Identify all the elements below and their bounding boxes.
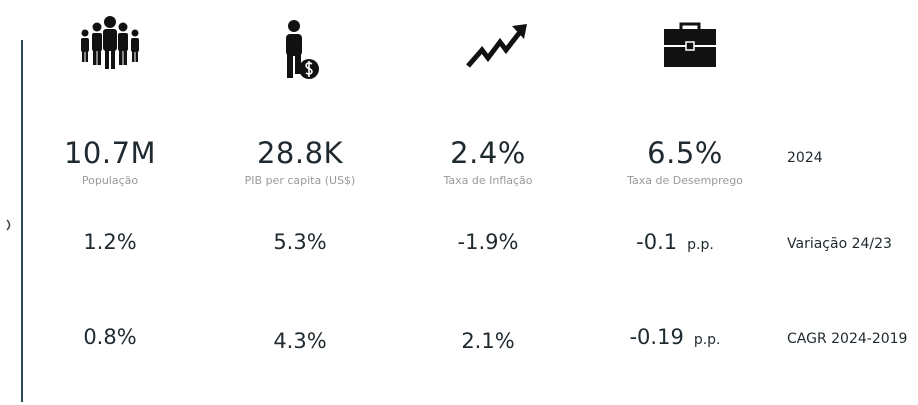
row-value-cell: -0.19 p.p. <box>580 325 770 349</box>
inflation-icon <box>466 24 527 68</box>
row-value: -0.19 <box>629 325 684 349</box>
population-icon <box>81 16 139 69</box>
kpi-value: 2.4% <box>450 136 526 170</box>
row-value: -0.1 <box>636 230 678 254</box>
row-value: 5.3% <box>273 230 327 254</box>
row-value: -1.9% <box>457 230 519 254</box>
row-label: 2024 <box>787 150 823 166</box>
row-label: CAGR 2024-2019 <box>787 331 908 347</box>
kpi-card: 6.5% Taxa de Desemprego <box>590 136 780 187</box>
gdp-icon <box>286 20 319 79</box>
kpi-value: 10.7M <box>63 136 157 170</box>
unit: p.p. <box>693 332 721 348</box>
unemployment-icon <box>664 22 716 67</box>
row-value-cell: -0.1 p.p. <box>580 230 770 254</box>
row-label: Variação 24/23 <box>787 236 892 252</box>
row-value: 4.3% <box>273 329 327 353</box>
row-value: 0.8% <box>83 325 137 349</box>
row-value: 2.1% <box>461 329 515 353</box>
row-value: 1.2% <box>83 230 137 254</box>
kpi-card: 10.7M População <box>15 136 205 187</box>
expand-chevron[interactable] <box>4 218 14 232</box>
kpi-card: 28.8K PIB per capita (US$) <box>205 136 395 187</box>
kpi-label: Taxa de Desemprego <box>627 174 743 187</box>
kpi-value: 28.8K <box>256 136 344 170</box>
kpi-label: PIB per capita (US$) <box>244 174 356 187</box>
left-border <box>21 40 23 402</box>
kpi-value: 6.5% <box>647 136 723 170</box>
kpi-label: População <box>81 174 139 187</box>
unit: p.p. <box>687 237 714 253</box>
kpi-label: Taxa de Inflação <box>443 174 533 187</box>
kpi-card: 2.4% Taxa de Inflação <box>393 136 583 187</box>
